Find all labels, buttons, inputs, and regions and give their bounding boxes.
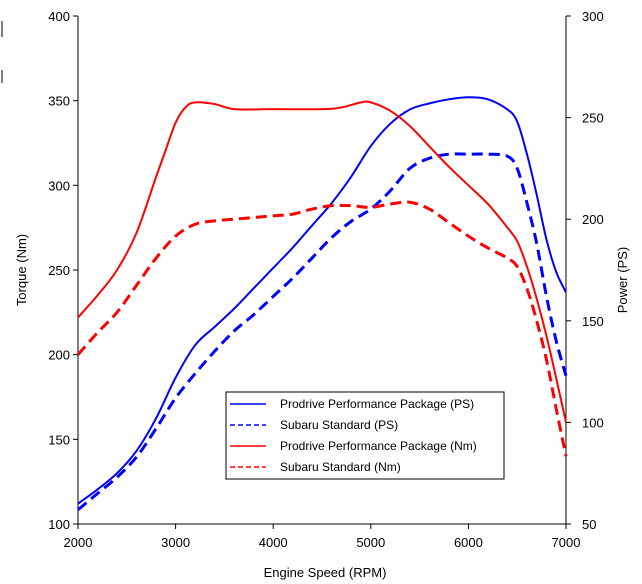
legend-label: Prodrive Performance Package (PS): [280, 397, 474, 411]
series-line-prodrive-performance-package-ps: [77, 96, 567, 505]
y2-tick-label: 100: [582, 415, 604, 430]
x-tick-label: 6000: [454, 535, 483, 550]
y-tick-label: 250: [48, 263, 70, 278]
y-axis-title: Torque (Nm): [14, 234, 29, 306]
y2-tick-label: 300: [582, 9, 604, 24]
series-line-subaru-standard-ps: [77, 152, 568, 511]
y-tick-label: 200: [48, 348, 70, 363]
x-axis-title: Engine Speed (RPM): [264, 565, 387, 580]
series-layer: [76, 96, 568, 511]
y-tick-label: 400: [48, 9, 70, 24]
y-tick-label: 300: [48, 178, 70, 193]
x-tick-label: 7000: [552, 535, 581, 550]
series-line-prodrive-performance-package-nm: [77, 100, 567, 423]
axis-ticks: 2000 3000 4000 5000 6000 7000 100 150 200 250 300 3…: [48, 9, 603, 550]
legend-label: Subaru Standard (PS): [280, 418, 398, 432]
y2-tick-label: 200: [582, 212, 604, 227]
legend: Prodrive Performance Package (PS) Subaru …: [225, 391, 505, 480]
y-tick-label: 100: [48, 517, 70, 532]
x-tick-label: 5000: [356, 535, 385, 550]
legend-box: [225, 391, 505, 480]
series-line-subaru-standard-nm: [76, 200, 568, 457]
y2-axis-title: Power (PS): [615, 247, 630, 313]
y2-tick-label: 50: [582, 517, 596, 532]
y2-tick-label: 250: [582, 111, 604, 126]
y2-tick-label: 150: [582, 314, 604, 329]
legend-label: Subaru Standard (Nm): [280, 460, 401, 474]
y-tick-label: 150: [48, 432, 70, 447]
x-tick-label: 3000: [161, 535, 190, 550]
x-tick-label: 2000: [64, 535, 93, 550]
x-tick-label: 4000: [259, 535, 288, 550]
legend-label: Prodrive Performance Package (Nm): [280, 439, 477, 453]
y-tick-label: 350: [48, 94, 70, 109]
